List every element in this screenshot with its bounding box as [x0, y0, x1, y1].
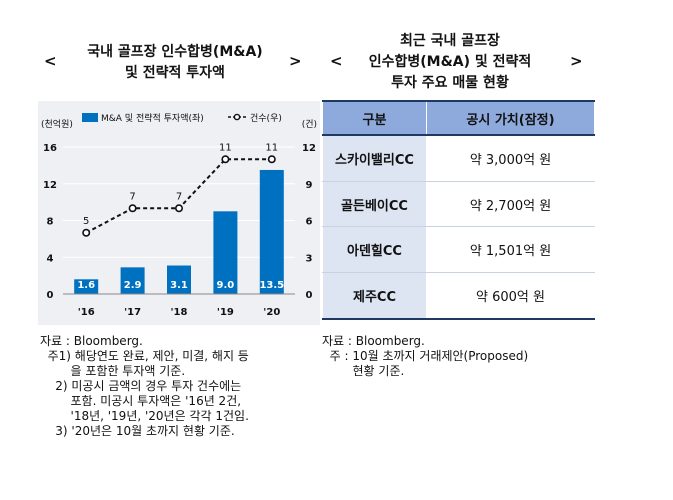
left-tick-label: 0 — [47, 290, 54, 301]
right-tick-label: 9 — [306, 180, 313, 191]
table-row: 아덴힐CC 약 1,501억 원 — [322, 226, 595, 273]
right-arrow-icon: > — [289, 52, 302, 70]
left-title-line1: 국내 골프장 인수합병(M&A) — [87, 44, 263, 60]
left-notes: 자료 : Bloomberg. 주1) 해당연도 완료, 제안, 미결, 해지 … — [40, 334, 320, 439]
left-tick-label: 12 — [43, 180, 57, 191]
row-value: 약 600억 원 — [426, 271, 595, 320]
x-tick-label: '18 — [171, 307, 188, 318]
bar-data-label: 3.1 — [170, 280, 188, 291]
row-value: 약 2,700억 원 — [426, 181, 595, 228]
legend-bar-label: M&A 및 전략적 투자액(좌) — [101, 112, 204, 124]
count-data-label: 11 — [219, 142, 232, 153]
row-value: 약 1,501억 원 — [426, 226, 595, 273]
count-point — [128, 204, 137, 213]
right-axis-unit: (건) — [302, 119, 317, 130]
left-note-line: '18년, '19년, '20년은 각각 1건임. — [40, 409, 249, 423]
x-tick-label: '17 — [124, 307, 141, 318]
row-value: 약 3,000억 원 — [426, 134, 595, 183]
row-name: 골든베이CC — [322, 181, 427, 228]
left-note-line: 포함. 미공시 투자액은 '16년 2건, — [40, 394, 242, 408]
bar — [167, 265, 191, 294]
table-row: 스카이밸리CC 약 3,000억 원 — [322, 134, 595, 183]
row-name: 스카이밸리CC — [322, 134, 427, 183]
right-title-line2: 인수합병(M&A) 및 전략적 — [368, 54, 532, 70]
header-value: 공시 가치(잠정) — [426, 100, 595, 136]
bar-data-label: 2.9 — [124, 280, 142, 291]
count-data-label: 11 — [265, 142, 278, 153]
left-tick-label: 4 — [47, 253, 54, 264]
row-name: 제주CC — [322, 271, 427, 320]
left-tick-label: 16 — [43, 143, 57, 154]
left-axis-unit: (천억원) — [41, 118, 73, 130]
count-data-label: 5 — [83, 216, 89, 227]
count-data-label: 7 — [129, 191, 135, 202]
right-note-line: 현황 기준. — [322, 364, 405, 378]
right-panel-title: 최근 국내 골프장 인수합병(M&A) 및 전략적 투자 주요 매물 현황 — [345, 31, 555, 94]
left-note-line: 3) '20년은 10월 초까지 현황 기준. — [40, 424, 235, 438]
count-point — [82, 228, 91, 237]
bar — [259, 169, 284, 294]
left-title-line2: 및 전략적 투자액 — [125, 65, 225, 81]
right-panel-left-arrow-icon: < — [330, 52, 343, 70]
right-tick-label: 12 — [302, 143, 316, 154]
left-note-line: 자료 : Bloomberg. — [40, 334, 143, 348]
left-arrow-icon: < — [44, 52, 57, 70]
left-note-line: 2) 미공시 금액의 경우 투자 건수에는 — [40, 379, 242, 393]
right-notes: 자료 : Bloomberg. 주 : 10월 초까지 거래제안(Propose… — [322, 334, 622, 379]
left-tick-label: 8 — [47, 217, 54, 228]
table-header-row: 구분 공시 가치(잠정) — [322, 100, 595, 136]
right-tick-label: 3 — [306, 253, 313, 264]
bar-data-label: 9.0 — [217, 280, 235, 291]
right-panel-right-arrow-icon: > — [570, 52, 583, 70]
bar — [213, 211, 238, 294]
x-tick-label: '16 — [78, 307, 95, 318]
left-note-line: 을 포함한 투자액 기준. — [40, 364, 186, 378]
x-tick-label: '19 — [217, 307, 234, 318]
left-note-line: 주1) 해당연도 완료, 제안, 미결, 해지 등 — [40, 349, 249, 363]
right-note-line: 자료 : Bloomberg. — [322, 334, 425, 348]
table-row: 제주CC 약 600억 원 — [322, 271, 595, 320]
header-category: 구분 — [322, 100, 427, 136]
right-tick-label: 0 — [306, 290, 313, 301]
combo-chart: 0 4 8 12 16 0 3 6 9 12 (천억원) (건) M&A 및 전략적 투자액(좌) 건수(… — [41, 112, 317, 318]
right-title-line3: 투자 주요 매물 현황 — [391, 75, 509, 91]
chart-area: 0 4 8 12 16 0 3 6 9 12 (천억원) (건) M&A 및 전략적 투자액(좌) 건수(… — [38, 101, 320, 325]
count-data-label: 7 — [176, 191, 182, 202]
count-point — [267, 155, 276, 164]
legend-line-marker — [233, 113, 241, 121]
legend-bar-swatch — [82, 113, 98, 122]
bar-data-label: 13.5 — [259, 280, 284, 291]
table-row: 골든베이CC 약 2,700억 원 — [322, 181, 595, 228]
right-note-line: 주 : 10월 초까지 거래제안(Proposed) — [322, 349, 529, 363]
right-title-line1: 최근 국내 골프장 — [400, 33, 500, 49]
bar — [120, 267, 145, 294]
right-tick-label: 6 — [306, 217, 313, 228]
x-tick-label: '20 — [263, 307, 280, 318]
legend-line-label: 건수(우) — [250, 113, 282, 124]
count-point — [221, 155, 230, 164]
count-point — [175, 204, 184, 213]
bar — [74, 279, 99, 294]
bar-data-label: 1.6 — [77, 280, 95, 291]
left-panel-title: 국내 골프장 인수합병(M&A) 및 전략적 투자액 — [60, 42, 290, 84]
row-name: 아덴힐CC — [322, 226, 427, 273]
deals-table: 구분 공시 가치(잠정) 스카이밸리CC 약 3,000억 원 골든베이CC 약… — [322, 100, 595, 320]
